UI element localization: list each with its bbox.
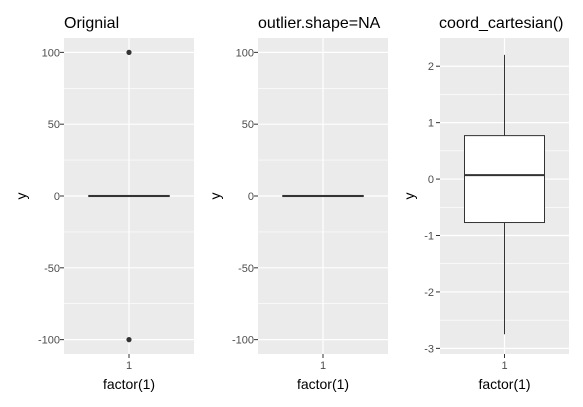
panel-outlier-shape-na: outlier.shape=NA 100 50 0 -50 -100 1 factor(1) y [207,15,388,392]
y-tick-label: 100 [236,47,254,59]
y-tick-label: 0 [248,191,254,203]
y-axis-title: y [13,193,29,200]
y-tick-label: -50 [238,263,254,275]
y-tick-label: -100 [38,335,60,347]
outlier-point [126,337,132,343]
panel-title: Orignial [64,15,119,32]
panel-original: Orignial 100 50 0 -50 -100 1 factor(1) y [13,15,194,392]
panel-title: outlier.shape=NA [258,15,381,32]
x-tick-label: 1 [320,360,326,372]
box [464,135,545,224]
y-axis-title: y [401,193,417,200]
panel-coord-cartesian: coord_cartesian() 2 1 0 -1 -2 -3 1 factor(1) y [401,15,569,392]
x-axis-title: factor(1) [103,376,155,392]
y-tick-label: 2 [428,61,434,73]
panel-title: coord_cartesian() [439,15,564,32]
y-axis-title: y [207,193,223,200]
y-tick-label: -100 [232,335,254,347]
y-tick-label: -1 [424,231,434,243]
y-tick-label: 0 [428,174,434,186]
x-tick-label: 1 [126,360,132,372]
y-tick-label: 50 [242,119,254,131]
y-tick-label: -50 [44,263,60,275]
x-axis-title: factor(1) [297,376,349,392]
y-tick-label: 100 [42,47,60,59]
x-tick-label: 1 [501,360,507,372]
x-axis-title: factor(1) [478,376,530,392]
y-tick-label: -3 [424,343,434,355]
y-tick-label: 0 [54,191,60,203]
outlier-point [126,49,132,55]
y-tick-label: 50 [48,119,60,131]
y-tick-label: -2 [424,287,434,299]
y-tick-label: 1 [428,118,434,130]
